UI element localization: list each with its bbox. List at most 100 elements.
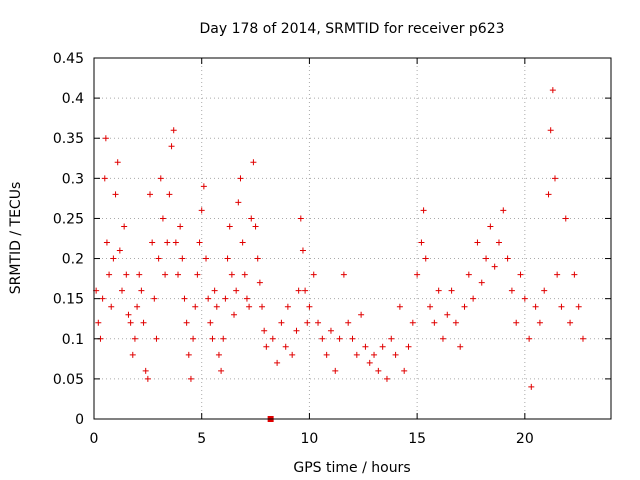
data-point <box>121 223 128 230</box>
x-axis-label: GPS time / hours <box>293 460 410 476</box>
data-point <box>207 319 214 326</box>
data-point <box>575 303 582 310</box>
data-point <box>526 335 533 342</box>
data-point <box>250 159 257 166</box>
y-axis-label: SRMTID / TECUs <box>8 182 24 295</box>
x-tick-label: 0 <box>90 431 99 447</box>
data-point <box>409 319 416 326</box>
data-point <box>209 335 216 342</box>
data-point <box>181 295 188 302</box>
data-point <box>362 343 369 350</box>
data-point <box>254 255 261 262</box>
data-point <box>414 271 421 278</box>
data-point <box>444 311 451 318</box>
data-point <box>405 343 412 350</box>
y-tick-label: 0.3 <box>62 171 84 187</box>
data-point <box>233 287 240 294</box>
chart-title: Day 178 of 2014, SRMTID for receiver p62… <box>199 21 504 37</box>
data-point <box>274 359 281 366</box>
data-point <box>211 287 218 294</box>
data-point <box>392 351 399 358</box>
data-point <box>452 319 459 326</box>
data-point <box>226 223 233 230</box>
data-point <box>545 191 552 198</box>
y-tick-label: 0.05 <box>53 372 84 388</box>
data-point <box>295 287 302 294</box>
data-point <box>327 327 334 334</box>
data-point <box>289 351 296 358</box>
data-point <box>192 303 199 310</box>
x-tick-label: 10 <box>301 431 319 447</box>
plot-frame <box>93 57 612 420</box>
data-point <box>349 335 356 342</box>
data-point <box>140 319 147 326</box>
data-point <box>162 271 169 278</box>
data-point <box>315 319 322 326</box>
data-point <box>119 287 126 294</box>
data-point <box>474 239 481 246</box>
data-point <box>172 239 179 246</box>
data-point <box>138 287 145 294</box>
data-point <box>508 287 515 294</box>
data-point <box>218 367 225 374</box>
data-point <box>282 343 289 350</box>
data-point <box>439 335 446 342</box>
data-point <box>448 287 455 294</box>
data-point <box>579 335 586 342</box>
data-point <box>304 319 311 326</box>
x-tick-label: 15 <box>408 431 426 447</box>
data-point <box>319 335 326 342</box>
y-tick-label: 0.1 <box>62 332 84 348</box>
data-point <box>504 255 511 262</box>
data-point <box>284 303 291 310</box>
data-point <box>241 271 248 278</box>
data-point <box>261 327 268 334</box>
grid-lines <box>94 58 611 419</box>
data-point <box>256 279 263 286</box>
axis-ticks: 0 5 10 15 20 0 0.05 0.1 0.15 0.2 0.25 0.3 0.35 0.4 0.4… <box>53 51 611 447</box>
data-point <box>149 239 156 246</box>
data-point <box>547 127 554 134</box>
data-point <box>457 343 464 350</box>
x-tick-label: 5 <box>197 431 206 447</box>
data-point <box>465 271 472 278</box>
data-point <box>278 319 285 326</box>
data-point <box>293 327 300 334</box>
data-point <box>213 303 220 310</box>
y-tick-label: 0.2 <box>62 252 84 268</box>
data-point <box>353 351 360 358</box>
data-point <box>116 247 123 254</box>
data-point <box>435 287 442 294</box>
data-point <box>388 335 395 342</box>
data-point <box>420 207 427 214</box>
data-point <box>235 199 242 206</box>
data-point <box>196 239 203 246</box>
data-point <box>248 215 255 222</box>
data-point <box>487 223 494 230</box>
data-point <box>571 271 578 278</box>
data-point <box>231 311 238 318</box>
data-point <box>551 175 558 182</box>
data-point <box>246 303 253 310</box>
data-point <box>310 271 317 278</box>
data-point <box>108 303 115 310</box>
data-point <box>532 303 539 310</box>
data-point <box>170 127 177 134</box>
data-point <box>375 367 382 374</box>
data-point <box>536 319 543 326</box>
data-point <box>517 271 524 278</box>
data-point <box>495 239 502 246</box>
data-point <box>332 367 339 374</box>
data-point <box>129 351 136 358</box>
data-point <box>166 191 173 198</box>
data-point <box>142 367 149 374</box>
data-point <box>263 343 270 350</box>
data-point <box>259 303 266 310</box>
data-point <box>483 255 490 262</box>
data-point <box>427 303 434 310</box>
data-point <box>470 295 477 302</box>
data-point <box>345 319 352 326</box>
data-point <box>528 383 535 390</box>
data-point <box>112 191 119 198</box>
data-point <box>205 295 212 302</box>
